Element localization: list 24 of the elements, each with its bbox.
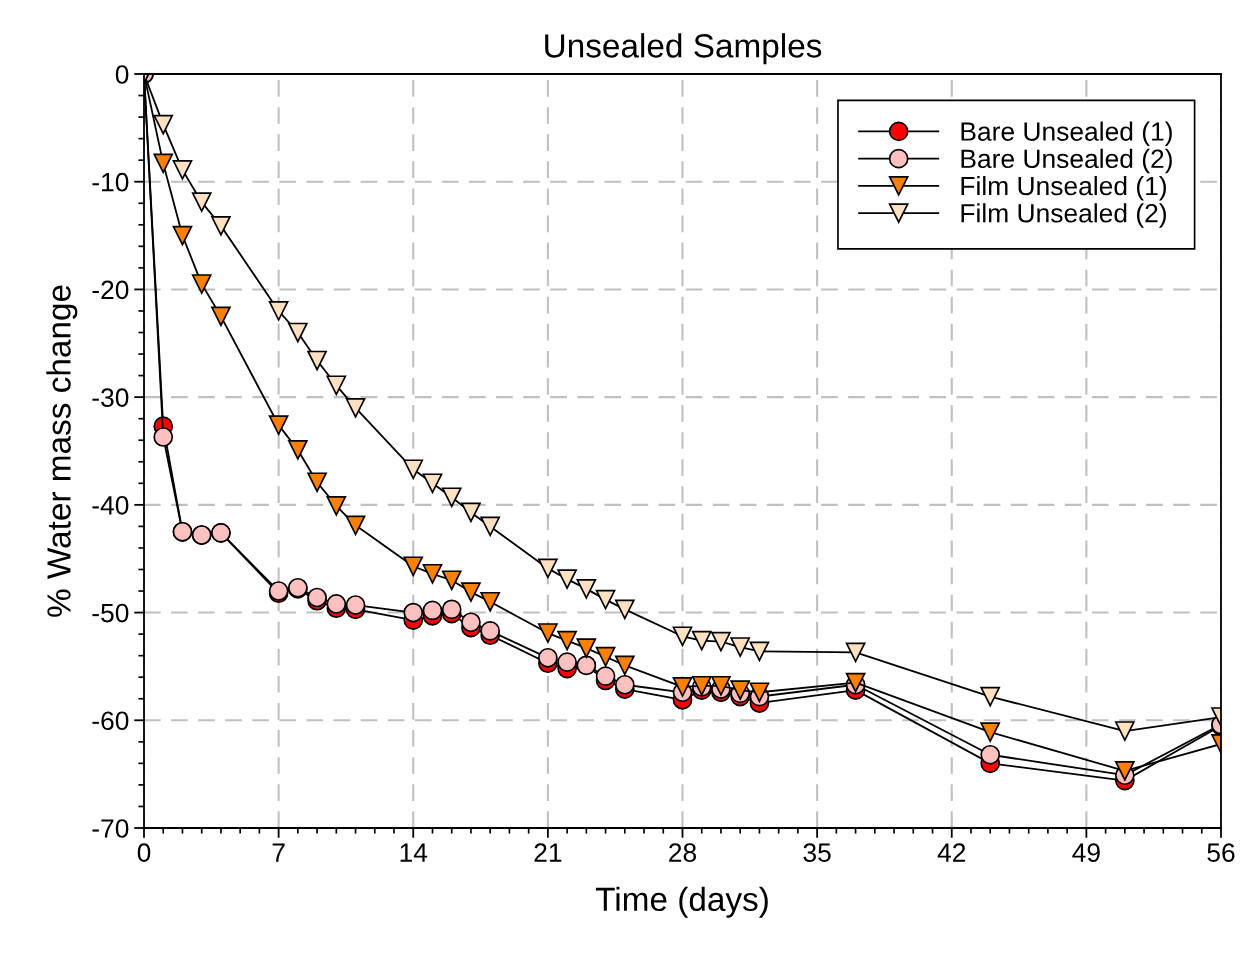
y-axis-title: % Water mass change (46, 285, 78, 617)
x-tick-label: 28 (669, 843, 697, 862)
x-tick-label: 7 (272, 843, 285, 862)
legend-label: Film Unsealed (2) (961, 203, 1166, 228)
x-tick-label: 56 (1207, 843, 1235, 862)
x-tick-label: 14 (400, 843, 428, 862)
y-tick-label: -30 (92, 388, 129, 407)
x-tick-label: 49 (1072, 843, 1100, 862)
x-tick-label: 35 (803, 843, 831, 862)
y-tick-label: -20 (92, 280, 129, 300)
y-tick-label: -70 (92, 819, 129, 838)
x-tick-label: 42 (937, 843, 966, 862)
x-tick-label: 21 (534, 843, 562, 862)
y-tick-label: -50 (92, 603, 129, 623)
y-tick-label: -40 (92, 495, 129, 515)
x-axis-title: Time (days) (595, 886, 768, 918)
y-tick-label: -60 (92, 711, 129, 731)
x-tick-label: 0 (137, 843, 151, 862)
legend-label: Film Unsealed (1) (961, 175, 1166, 201)
legend-label: Bare Unsealed (1) (961, 121, 1172, 147)
y-tick-label: -10 (92, 172, 129, 192)
y-tick-label: 0 (115, 65, 129, 84)
chart-title: Unsealed Samples (545, 33, 822, 65)
legend-label: Bare Unsealed (2) (961, 148, 1172, 174)
